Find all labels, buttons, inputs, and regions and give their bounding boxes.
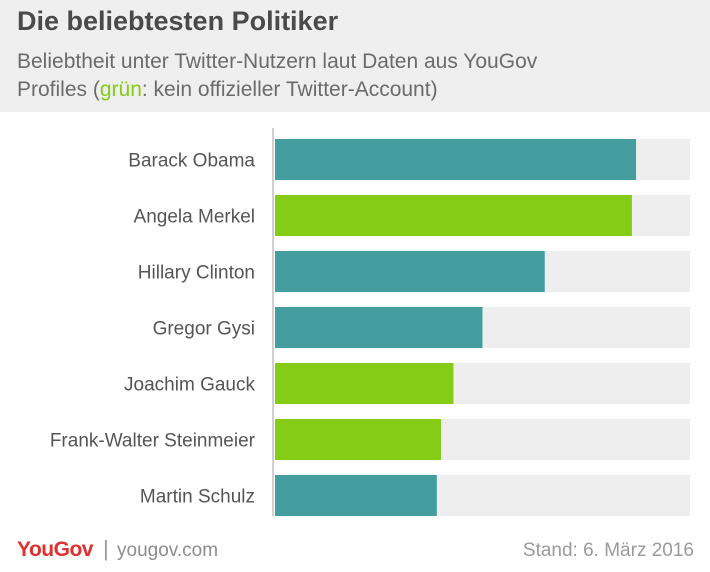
bar	[275, 251, 545, 292]
chart-header: Die beliebtesten Politiker Beliebtheit u…	[0, 0, 710, 112]
chart-title: Die beliebtesten Politiker	[17, 6, 339, 36]
bar	[275, 475, 437, 516]
footer-separator: |	[103, 536, 109, 561]
yougov-logo: YouGov	[17, 538, 93, 561]
category-label: Joachim Gauck	[124, 375, 255, 396]
subtitle-line-1: Beliebtheit unter Twitter-Nutzern laut D…	[17, 50, 538, 73]
bar	[275, 139, 637, 180]
subtitle-green-word: grün	[99, 78, 142, 101]
footer-url[interactable]: yougov.com	[117, 540, 219, 561]
category-label: Angela Merkel	[134, 207, 255, 228]
subtitle-line-2-start: Profiles (	[17, 78, 100, 101]
bar	[275, 419, 441, 460]
category-label: Frank-Walter Steinmeier	[50, 431, 256, 452]
bar	[275, 195, 632, 236]
bar	[275, 307, 483, 348]
category-label: Martin Schulz	[140, 487, 255, 508]
bar	[275, 363, 454, 404]
subtitle-line-2-end: : kein offizieller Twitter-Account)	[141, 78, 438, 101]
bar-chart: Barack Obama Angela Merkel Hillary Clinton…	[50, 128, 690, 516]
footer-date: Stand: 6. März 2016	[522, 540, 694, 561]
chart-subtitle: Beliebtheit unter Twitter-Nutzern laut D…	[17, 48, 697, 104]
category-label: Hillary Clinton	[138, 263, 255, 284]
category-label: Barack Obama	[128, 151, 255, 172]
category-label: Gregor Gysi	[153, 319, 255, 340]
